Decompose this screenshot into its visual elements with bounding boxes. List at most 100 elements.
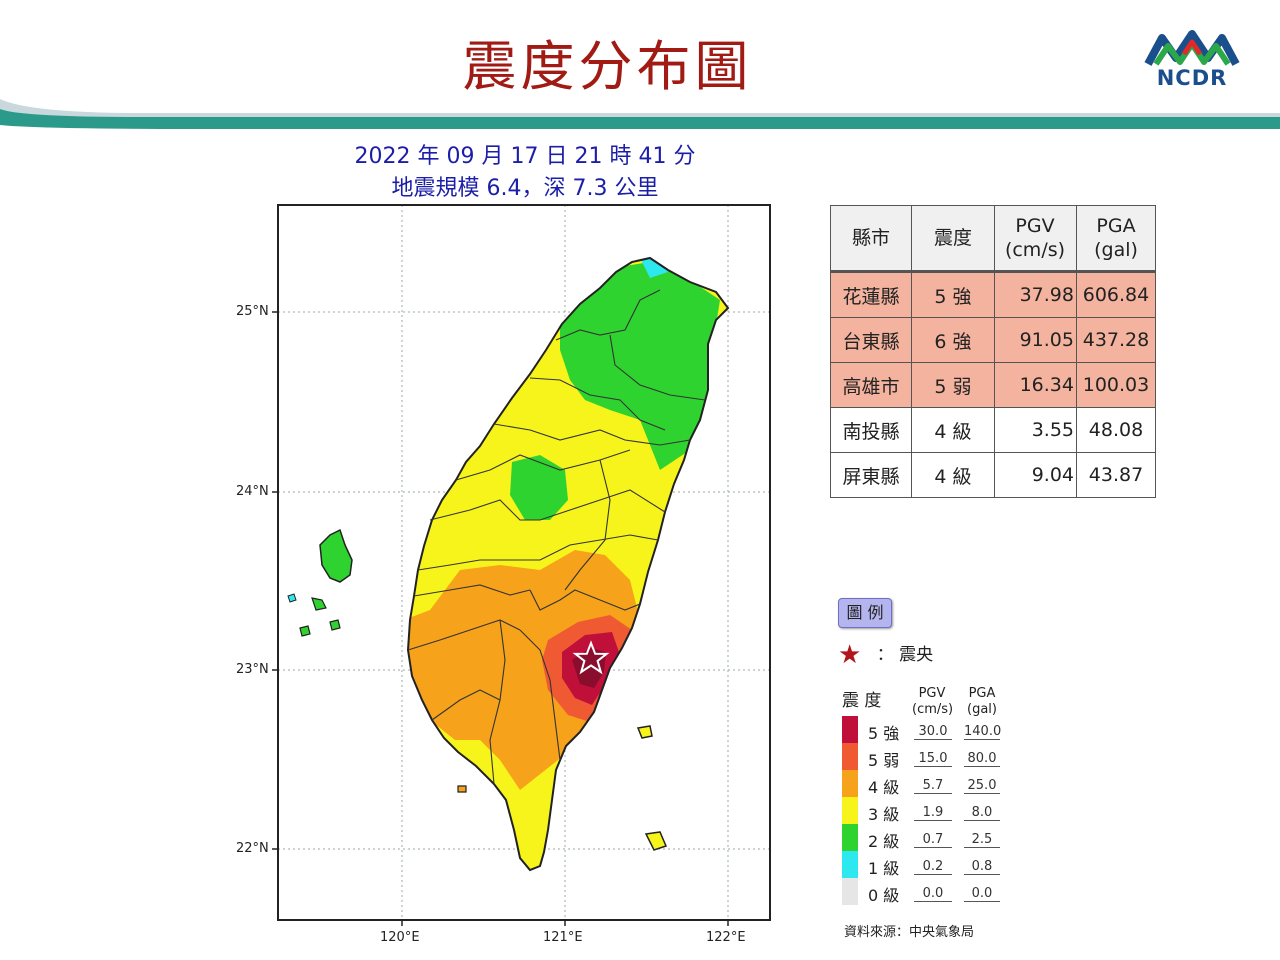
cell-intensity: 6 強 <box>911 317 995 363</box>
legend-level-name: 1 級 <box>868 859 900 878</box>
cell-pgv: 91.05 <box>994 317 1077 363</box>
zone-level-2-central <box>510 455 568 520</box>
legend-level-pga: 25.0 <box>964 778 1000 794</box>
table-row: 屏東縣 4 級 9.04 43.87 <box>830 452 1156 498</box>
legend-badge: 圖 例 <box>838 598 892 628</box>
epicenter-legend-star-icon: ★ <box>838 640 862 670</box>
legend-level-pgv: 0.2 <box>914 859 952 875</box>
legend-swatch <box>842 824 858 851</box>
lat-label-23: 23°N <box>236 662 269 677</box>
cell-pgv: 16.34 <box>994 362 1077 408</box>
intensity-map <box>272 204 771 926</box>
cell-pgv: 3.55 <box>994 407 1077 453</box>
legend-level-pga: 140.0 <box>964 724 1002 740</box>
legend-swatch <box>842 716 858 743</box>
page-title: 震度分布圖 <box>462 35 753 98</box>
penghu-islands <box>287 528 353 637</box>
header-pga-unit: (gal) <box>1094 239 1138 261</box>
cell-pga: 43.87 <box>1076 452 1156 498</box>
data-source: 資料來源：中央氣象局 <box>844 925 975 940</box>
epicenter-star-icon <box>572 640 610 675</box>
legend-pgv-header: PGV (cm/s) <box>912 686 954 718</box>
taiwan-coastline <box>406 256 730 872</box>
cell-pga: 48.08 <box>1076 407 1156 453</box>
legend-pga-header-label: PGA <box>968 686 996 701</box>
cell-pgv: 37.98 <box>994 271 1077 318</box>
legend-swatch <box>842 851 858 878</box>
legend-level-pga: 8.0 <box>964 805 1000 821</box>
cell-county: 高雄市 <box>830 362 912 408</box>
legend-intensity-header: 震 度 <box>842 691 882 711</box>
legend-level-row: 5 弱 15.0 80.0 <box>842 743 1012 770</box>
legend-level-pgv: 0.7 <box>914 832 952 848</box>
legend-level-pga: 0.8 <box>964 859 1000 875</box>
table-row: 高雄市 5 弱 16.34 100.03 <box>830 362 1156 408</box>
table-row: 花蓮縣 5 強 37.98 606.84 <box>830 271 1156 318</box>
table-header-row: 縣市 震度 PGV (cm/s) PGA (gal) <box>830 205 1156 273</box>
cell-intensity: 4 級 <box>911 407 995 453</box>
cell-pga: 437.28 <box>1076 317 1156 363</box>
legend-level-row: 2 級 0.7 2.5 <box>842 824 1012 851</box>
lat-label-24: 24°N <box>236 484 269 499</box>
header-county: 縣市 <box>830 205 912 273</box>
ncdr-logo: NCDR <box>1140 28 1244 92</box>
legend-pgv-header-unit: (cm/s) <box>912 702 954 717</box>
lat-label-25: 25°N <box>236 304 269 319</box>
green-island <box>636 725 653 739</box>
cell-intensity: 5 強 <box>911 271 995 318</box>
lon-label-122: 122°E <box>706 930 746 945</box>
legend-swatch <box>842 797 858 824</box>
cell-county: 花蓮縣 <box>830 271 912 318</box>
county-intensity-table: 縣市 震度 PGV (cm/s) PGA (gal) 花蓮縣 5 強 37.98… <box>830 205 1156 498</box>
legend-swatch <box>842 770 858 797</box>
cell-county: 台東縣 <box>830 317 912 363</box>
legend-level-name: 5 弱 <box>868 751 900 770</box>
map-title-magnitude: 地震規模 6.4，深 7.3 公里 <box>391 176 659 201</box>
header-pga: PGA (gal) <box>1076 205 1156 273</box>
cell-county: 屏東縣 <box>830 452 912 498</box>
legend-level-pgv: 15.0 <box>914 751 952 767</box>
legend-epicenter-colon: ： <box>876 645 894 665</box>
legend-pgv-header-label: PGV <box>918 686 946 701</box>
legend-level-row: 0 級 0.0 0.0 <box>842 878 1012 905</box>
legend-epicenter-label: 震央 <box>899 645 934 665</box>
legend-level-row: 4 級 5.7 25.0 <box>842 770 1012 797</box>
map-frame-border <box>277 204 771 921</box>
legend-level-row: 5 強 30.0 140.0 <box>842 716 1012 743</box>
cell-pgv: 9.04 <box>994 452 1077 498</box>
map-axis-ticks <box>272 311 729 926</box>
ncdr-logo-mark-icon <box>1144 30 1240 66</box>
liuqiu-island <box>457 785 467 793</box>
orchid-island <box>644 831 668 851</box>
legend-level-pgv: 0.0 <box>914 886 952 902</box>
zone-level-2-north <box>560 262 720 470</box>
cell-intensity: 4 級 <box>911 452 995 498</box>
table-row: 台東縣 6 強 91.05 437.28 <box>830 317 1156 363</box>
legend-level-name: 0 級 <box>868 886 900 905</box>
header-pgv-label: PGV <box>1015 215 1055 237</box>
lon-label-120: 120°E <box>380 930 420 945</box>
cell-pga: 606.84 <box>1076 271 1156 318</box>
lat-label-22: 22°N <box>236 841 269 856</box>
legend-level-pga: 2.5 <box>964 832 1000 848</box>
legend-swatch <box>842 878 858 905</box>
legend-level-name: 2 級 <box>868 832 900 851</box>
map-title-datetime: 2022 年 09 月 17 日 21 時 41 分 <box>354 144 696 169</box>
legend-pga-header: PGA (gal) <box>962 686 1002 718</box>
header-pgv: PGV (cm/s) <box>994 205 1077 273</box>
cell-pga: 100.03 <box>1076 362 1156 408</box>
legend-level-pgv: 30.0 <box>914 724 952 740</box>
cell-county: 南投縣 <box>830 407 912 453</box>
legend-level-pga: 0.0 <box>964 886 1000 902</box>
legend-level-name: 4 級 <box>868 778 900 797</box>
legend-epicenter: ★ ： 震央 <box>838 640 933 670</box>
table-row: 南投縣 4 級 3.55 48.08 <box>830 407 1156 453</box>
legend-level-row: 1 級 0.2 0.8 <box>842 851 1012 878</box>
lon-label-121: 121°E <box>543 930 583 945</box>
legend-level-row: 3 級 1.9 8.0 <box>842 797 1012 824</box>
legend-pga-header-unit: (gal) <box>967 702 997 717</box>
header-divider <box>0 99 1280 129</box>
legend-level-pga: 80.0 <box>964 751 1000 767</box>
legend-level-name: 5 強 <box>868 724 900 743</box>
cell-intensity: 5 弱 <box>911 362 995 408</box>
